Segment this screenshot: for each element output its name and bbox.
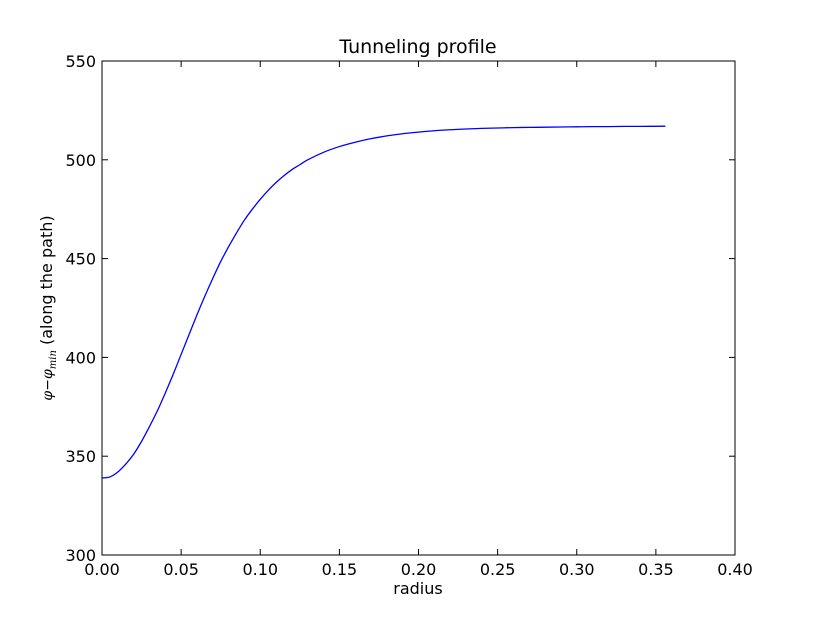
x-tick-labels: 0.00 0.05 0.10 0.15 0.20 0.25 0.30 0.35 0.40	[84, 560, 753, 579]
y-tick-label: 450	[65, 250, 96, 269]
x-tick-label: 0.00	[84, 560, 120, 579]
plot-frame	[101, 60, 736, 556]
x-tick-label: 0.05	[163, 560, 199, 579]
x-tick-label: 0.35	[638, 560, 674, 579]
y-axis-label-phi: φ	[40, 391, 56, 401]
y-axis-label-phi-min: φ	[40, 369, 56, 379]
series-line	[101, 125, 666, 479]
y-tick-label: 350	[65, 447, 96, 466]
y-tick-label: 400	[65, 348, 96, 367]
x-tick-label: 0.15	[322, 560, 358, 579]
x-axis-label: radius	[393, 579, 442, 598]
y-tick-labels: 300 350 400 450 500 550	[65, 52, 96, 565]
plot-area	[102, 61, 735, 555]
y-axis-label-subscript: min	[48, 350, 59, 369]
y-tick-label: 500	[65, 151, 96, 170]
x-tick-label: 0.20	[401, 560, 437, 579]
y-tick-label: 550	[65, 52, 96, 71]
x-tick-label: 0.30	[559, 560, 595, 579]
y-axis-label-suffix: (along the path)	[37, 215, 56, 350]
y-axis-label-minus: −	[40, 379, 56, 391]
y-axis-label: φ−φmin (along the path)	[37, 215, 59, 400]
y-tick-label: 300	[65, 546, 96, 565]
chart-title: Tunneling profile	[338, 36, 496, 58]
x-tick-label: 0.10	[242, 560, 278, 579]
x-tick-label: 0.25	[480, 560, 516, 579]
x-tick-label: 0.40	[717, 560, 753, 579]
